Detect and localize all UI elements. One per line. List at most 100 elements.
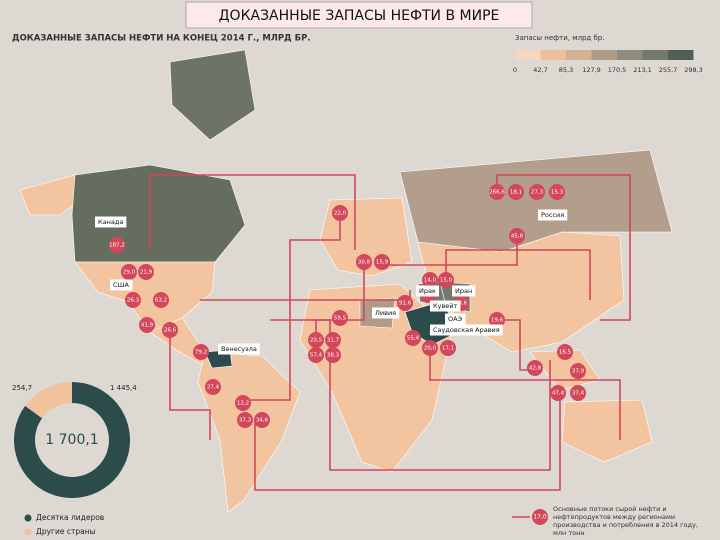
- country-label-box: [452, 285, 476, 297]
- flow-label: 15,9: [376, 260, 389, 266]
- country-label: Саудовская Аравия: [433, 326, 500, 334]
- flow-label: 29,0: [123, 270, 136, 276]
- flow-label: 30,8: [358, 260, 371, 266]
- scale: 0 42,7 85,3 127,9 170,5 213,1 255,7 298,3: [513, 50, 703, 74]
- flow-line: [496, 174, 631, 321]
- flow-label: 55,4: [407, 336, 420, 342]
- flow-circle: [356, 254, 372, 270]
- title-bar: [185, 1, 533, 29]
- country-label: Венесуэла: [221, 345, 257, 353]
- flow-circle: [557, 344, 573, 360]
- legend-label: Десятка лидеров: [36, 513, 104, 522]
- flow-label: 42,8: [529, 366, 542, 372]
- flow-label: 31,7: [327, 338, 340, 344]
- flow-circle: [527, 360, 543, 376]
- flow-circle: [440, 340, 456, 356]
- flow-label: 19,6: [491, 318, 504, 324]
- flow-line: [380, 236, 518, 266]
- flow-label: 21,9: [140, 270, 153, 276]
- flow-line: [169, 330, 211, 440]
- scale-tick: 127,9: [582, 66, 601, 74]
- scale-title: Запасы нефти, млрд бр.: [515, 34, 604, 42]
- flow-circle: [138, 264, 154, 280]
- flow-circle: [325, 347, 341, 363]
- subtitle: ДОКАЗАННЫЕ ЗАПАСЫ НЕФТИ НА КОНЕЦ 2014 Г.…: [12, 34, 311, 44]
- flow-circle: [308, 347, 324, 363]
- note-sample: 17,0: [533, 514, 547, 521]
- country-label: Россия: [541, 211, 564, 219]
- flow-label: 27,3: [531, 190, 544, 196]
- flow-label: 12,2: [237, 401, 249, 407]
- flow-label: 20,0: [424, 346, 437, 352]
- country-label-box: [538, 209, 568, 221]
- country-label-box: [110, 279, 133, 291]
- legend-label: Другие страны: [36, 527, 96, 536]
- flow-label: 34,6: [256, 418, 269, 424]
- flow-label: 266,6: [489, 190, 505, 196]
- scale-tick: 85,3: [559, 66, 573, 74]
- flow-label: 187,2: [109, 243, 125, 249]
- country-label-box: [445, 313, 466, 325]
- flow-label: 15,3: [551, 190, 564, 196]
- flow-label: 20,5: [310, 338, 323, 344]
- flow-line: [270, 319, 551, 471]
- scale-tick: 170,5: [608, 66, 627, 74]
- country-label-box: [95, 216, 127, 228]
- flow-line: [149, 174, 356, 250]
- scale-swatch: [617, 50, 643, 60]
- scale-swatch: [566, 50, 592, 60]
- scale-swatch: [540, 50, 566, 60]
- donut: 1 700,1 1 445,4 254,7 Десятка лидеров Другие…: [12, 381, 137, 536]
- flow-circle: [325, 332, 341, 348]
- country-label-box: [430, 324, 503, 336]
- flow-label: 41,9: [141, 323, 154, 329]
- flow-circle: [489, 312, 505, 328]
- country-label: Ливия: [375, 309, 396, 317]
- flow-label: 45,8: [511, 234, 524, 240]
- note: 17,0 Основные потоки сырой нефти и нефте…: [512, 505, 698, 537]
- flow-circle: [121, 264, 137, 280]
- flow-circle: [205, 379, 221, 395]
- flow-circle: [438, 272, 454, 288]
- country-label-box: [372, 307, 400, 319]
- flow-circle: [397, 295, 413, 311]
- scale-tick: 0: [513, 66, 517, 74]
- country-label: ОАЭ: [448, 315, 463, 323]
- scale-swatch: [515, 50, 541, 60]
- country-label-box: [218, 343, 260, 355]
- flow-circle: [422, 272, 438, 288]
- flow-circle: [405, 330, 421, 346]
- flow-label: 16,5: [559, 350, 572, 356]
- scale-tick: 42,7: [533, 66, 547, 74]
- flow-label: 15,0: [440, 278, 453, 284]
- canada: [71, 164, 246, 263]
- alaska: [19, 174, 81, 216]
- flow-label: 26,3: [127, 298, 140, 304]
- flow-circle: [509, 228, 525, 244]
- donut-segment: [25, 382, 72, 419]
- country-label: США: [113, 281, 129, 289]
- flow-label: 33,6: [455, 301, 468, 307]
- note-circle: [532, 509, 548, 525]
- flow-circle: [109, 237, 125, 253]
- scale-swatch: [642, 50, 668, 60]
- legend-swatch: [24, 528, 32, 536]
- south-america: [197, 351, 301, 513]
- note-text: Основные потоки сырой нефти и нефтепроду…: [553, 505, 698, 537]
- flow-circle: [237, 412, 253, 428]
- scale-swatch: [591, 50, 617, 60]
- flow-label: 18,1: [510, 190, 522, 196]
- donut-value: 1 445,4: [110, 384, 137, 392]
- flow-lines: [149, 174, 631, 491]
- flow-circle: [125, 292, 141, 308]
- title: ДОКАЗАННЫЕ ЗАПАСЫ НЕФТИ В МИРЕ: [219, 8, 500, 24]
- country-labels: Канада США Венесуэла Россия Ирак Иран Кувейт Ли…: [95, 209, 568, 355]
- flow-circle: [332, 310, 348, 326]
- legend-swatch: [24, 514, 32, 522]
- flow-circle: [550, 385, 566, 401]
- flow-circle: [139, 317, 155, 333]
- flow-circle: [422, 340, 438, 356]
- flow-label: 38,3: [327, 353, 340, 359]
